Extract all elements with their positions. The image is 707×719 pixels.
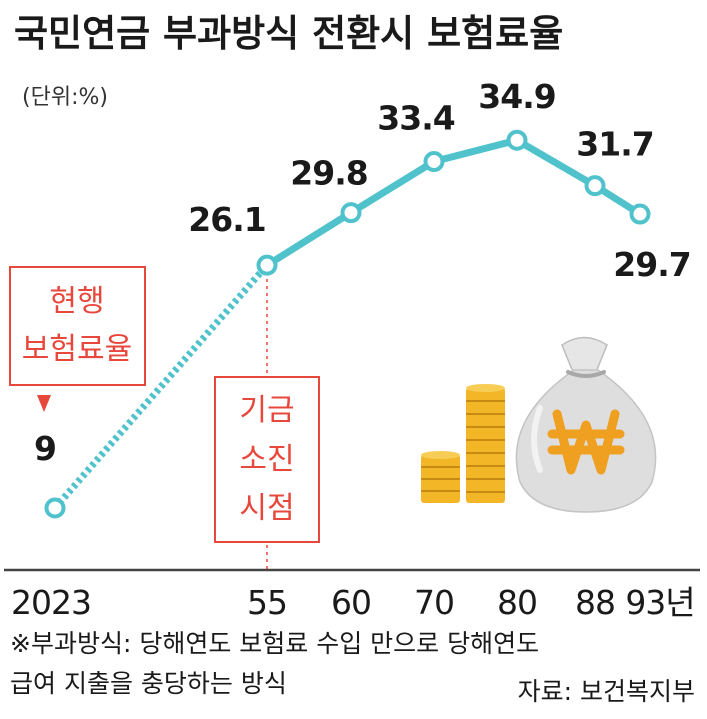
value-label-2070: 33.4 [377,99,454,138]
value-label-2080: 34.9 [478,77,555,116]
x-tick-2080: 80 [497,583,537,622]
value-label-2093: 29.7 [613,245,690,284]
fund-depletion-text-line-2: 소진 [239,442,294,477]
fund-depletion-text-line-1: 기금 [239,393,294,428]
unit-label: (단위:%) [22,85,108,110]
fund-depletion-box [214,376,320,543]
data-labels: 9 26.1 29.8 33.4 34.9 31.7 29.7 [34,77,692,468]
x-tick-2088: 88 [575,583,615,622]
won-sign-icon [547,409,625,475]
current-rate-pointer-icon [37,395,51,412]
money-bag-icon [515,336,657,513]
x-tick-2055: 55 [247,583,287,622]
x-tick-2070: 70 [414,583,454,622]
value-label-2023: 9 [34,429,56,468]
data-point-2055 [256,254,278,276]
coin-stack-icon [421,384,505,503]
x-tick-2060: 60 [331,583,371,622]
current-rate-text-line-1: 현행 [49,284,104,319]
x-tick-labels: 2023 55 60 70 80 88 93년 [11,583,696,622]
fund-depletion-annotation: 기금 소진 시점 [214,376,320,543]
data-point-2093 [629,203,651,225]
x-tick-2023: 2023 [11,583,91,622]
chart-title: 국민연금 부과방식 전환시 보험료율 [14,12,563,55]
current-rate-text-line-2: 보험료율 [22,332,132,367]
current-rate-annotation: 현행 보험료율 [9,266,146,412]
x-tick-2093: 93년 [625,583,694,622]
data-point-2088 [584,175,606,197]
value-label-2055: 26.1 [188,200,265,239]
footnote-line-2: 급여 지출을 충당하는 방식 [10,669,287,698]
data-point-2070 [423,151,445,173]
data-point-2080 [506,129,528,151]
value-label-2060: 29.8 [290,154,367,193]
data-point-2060 [340,202,362,224]
source-label: 자료: 보건복지부 [518,677,695,706]
data-points [44,129,651,519]
current-rate-box [9,266,146,386]
data-point-2023 [44,497,66,519]
dotted-projection-segment [52,262,270,511]
value-label-2088: 31.7 [576,125,653,164]
footnote-line-1: ※부과방식: 당해연도 보험료 수입 만으로 당해연도 [10,629,539,658]
fund-depletion-text-line-3: 시점 [239,491,294,526]
coin-stack-tall [466,388,505,503]
